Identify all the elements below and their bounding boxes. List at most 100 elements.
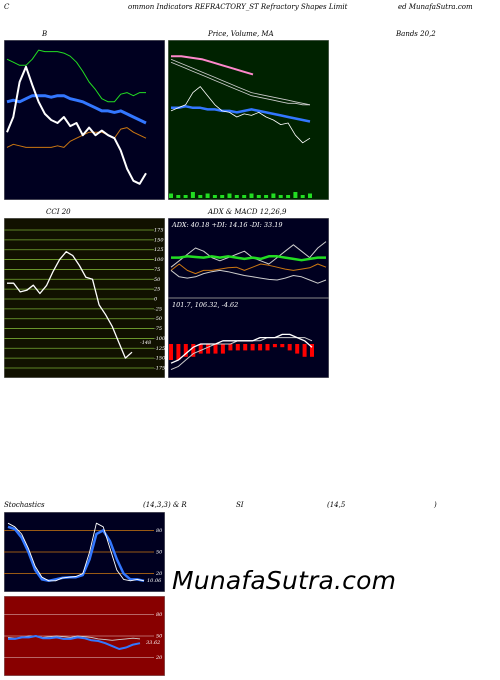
bollinger-label: B — [42, 30, 48, 38]
cci-value-label: -148 — [140, 340, 151, 346]
volume-bar — [249, 193, 254, 198]
macd-line — [170, 333, 313, 364]
cci-tick-label: 150 — [154, 237, 164, 243]
header-right: ed MunafaSutra.com — [398, 3, 473, 11]
stoch-label-d: (14,5 — [327, 501, 346, 509]
macd-histogram-bar — [235, 344, 240, 351]
adx-plus-di-line — [170, 269, 327, 284]
volume-bar — [198, 195, 203, 198]
stoch-tick-label: 20 — [155, 571, 163, 577]
rsi-tick-label: 20 — [155, 655, 163, 661]
stoch-label-a: Stochastics — [4, 501, 45, 509]
stoch-label-c: SI — [236, 501, 244, 509]
macd-chart: 101.7, 106.32, -4.62 — [168, 298, 329, 378]
cci-tick-label: 125 — [154, 247, 164, 253]
volume-bar — [212, 195, 217, 198]
adx-secondary-line — [170, 241, 327, 268]
cci-tick-label: -100 — [154, 336, 165, 342]
bollinger-panel — [4, 40, 165, 200]
cci-tick-label: -75 — [154, 326, 162, 332]
volume-bar — [234, 195, 239, 198]
volume-bar — [190, 192, 195, 198]
adx-macd-label: ADX & MACD 12,26,9 — [208, 208, 287, 216]
volume-bar — [300, 195, 305, 198]
rsi-tick-label: 80 — [156, 612, 163, 618]
cci-label: CCI 20 — [46, 208, 71, 216]
macd-histogram-bar — [272, 344, 277, 348]
macd-histogram-bar — [265, 344, 270, 351]
stoch-label-e: ) — [434, 501, 437, 509]
adx-readout: ADX: 40.18 +DI: 14.16 -DI: 33.19 — [171, 221, 282, 229]
stoch-value-label: 10.06 — [147, 578, 162, 584]
cci-tick-label: 0 — [154, 297, 158, 303]
price-chart — [168, 40, 329, 200]
cci-tick-label: -50 — [154, 316, 163, 322]
cci-chart: 175 150 125 100 75 50 25 0 -25 -50 -75 -100 -125 -150… — [4, 218, 165, 378]
rsi-chart: 80 50 20 33.62 — [4, 596, 165, 676]
watermark: MunafaSutra.com — [172, 566, 397, 595]
macd-histogram-bar — [250, 344, 255, 351]
macd-histogram-bar — [183, 344, 188, 357]
price-ma-long-line — [171, 105, 311, 123]
cci-tick-label: 75 — [154, 267, 160, 273]
adx-minus-di-line — [170, 263, 327, 275]
price-ma-line — [170, 61, 310, 106]
cci-panel: 175 150 125 100 75 50 25 0 -25 -50 -75 -100 -125 -150… — [4, 218, 165, 378]
macd-histogram-bar — [310, 344, 314, 357]
price-ma-short-line — [171, 55, 254, 76]
macd-histogram-bar — [176, 344, 181, 360]
cci-tick-label: 175 — [154, 228, 164, 234]
macd-histogram-bar — [295, 344, 300, 354]
volume-bar — [308, 193, 312, 198]
bollinger-lower-band — [6, 127, 147, 148]
stoch-k-line — [7, 522, 145, 582]
rsi-value-label: 33.62 — [146, 640, 160, 646]
macd-histogram-bar — [258, 344, 263, 351]
macd-histogram-bar — [206, 344, 211, 354]
macd-readout: 101.7, 106.32, -4.62 — [172, 301, 238, 309]
cci-bg — [4, 218, 165, 378]
macd-histogram-bar — [287, 344, 292, 351]
stochastics-panel: 80 50 20 10.06 — [4, 512, 165, 592]
stoch-tick-label: 50 — [156, 550, 163, 556]
volume-bar — [227, 193, 232, 198]
cci-tick-label: -25 — [154, 306, 162, 312]
bollinger-chart — [4, 40, 165, 200]
cci-tick-label: 25 — [153, 287, 160, 293]
volume-bar — [264, 195, 269, 198]
macd-histogram-bar — [280, 344, 285, 348]
rsi-average-line — [7, 635, 141, 641]
price-panel — [168, 40, 329, 200]
macd-histogram-bar — [191, 344, 196, 357]
volume-bar — [286, 195, 291, 198]
volume-bar — [205, 193, 210, 198]
cci-line — [7, 251, 133, 359]
volume-bar — [169, 193, 173, 198]
macd-histogram-bar — [169, 344, 173, 360]
macd-histogram-bar — [198, 344, 203, 354]
volume-bar — [278, 195, 283, 198]
adx-panel: ADX: 40.18 +DI: 14.16 -DI: 33.19 — [168, 218, 329, 298]
cci-tick-label: -150 — [154, 356, 165, 362]
cci-tick-label: 50 — [154, 277, 161, 283]
volume-bar — [271, 193, 276, 198]
cci-tick-label: -175 — [154, 366, 165, 372]
cci-tick-label: 100 — [154, 257, 164, 263]
volume-bar — [220, 195, 225, 198]
bollinger-middle-band — [6, 94, 147, 125]
volume-bar — [176, 195, 181, 198]
macd-histogram-bar — [228, 344, 233, 351]
adx-chart: ADX: 40.18 +DI: 14.16 -DI: 33.19 — [168, 218, 329, 298]
bollinger-upper-band — [6, 49, 146, 103]
stoch-label-b: (14,3,3) & R — [143, 501, 187, 509]
rsi-tick-label: 50 — [156, 634, 163, 640]
rsi-line — [8, 635, 141, 650]
macd-histogram-bar — [243, 344, 248, 351]
price-label: Price, Volume, MA — [208, 30, 274, 38]
header-title: ommon Indicators REFRACTORY_ST Refractor… — [128, 3, 348, 11]
bands-label: Bands 20,2 — [396, 30, 436, 38]
cci-tick-label: -125 — [154, 346, 165, 352]
stoch-tick-label: 80 — [156, 528, 163, 534]
macd-histogram-bar — [220, 344, 225, 354]
macd-panel: 101.7, 106.32, -4.62 — [168, 298, 329, 378]
